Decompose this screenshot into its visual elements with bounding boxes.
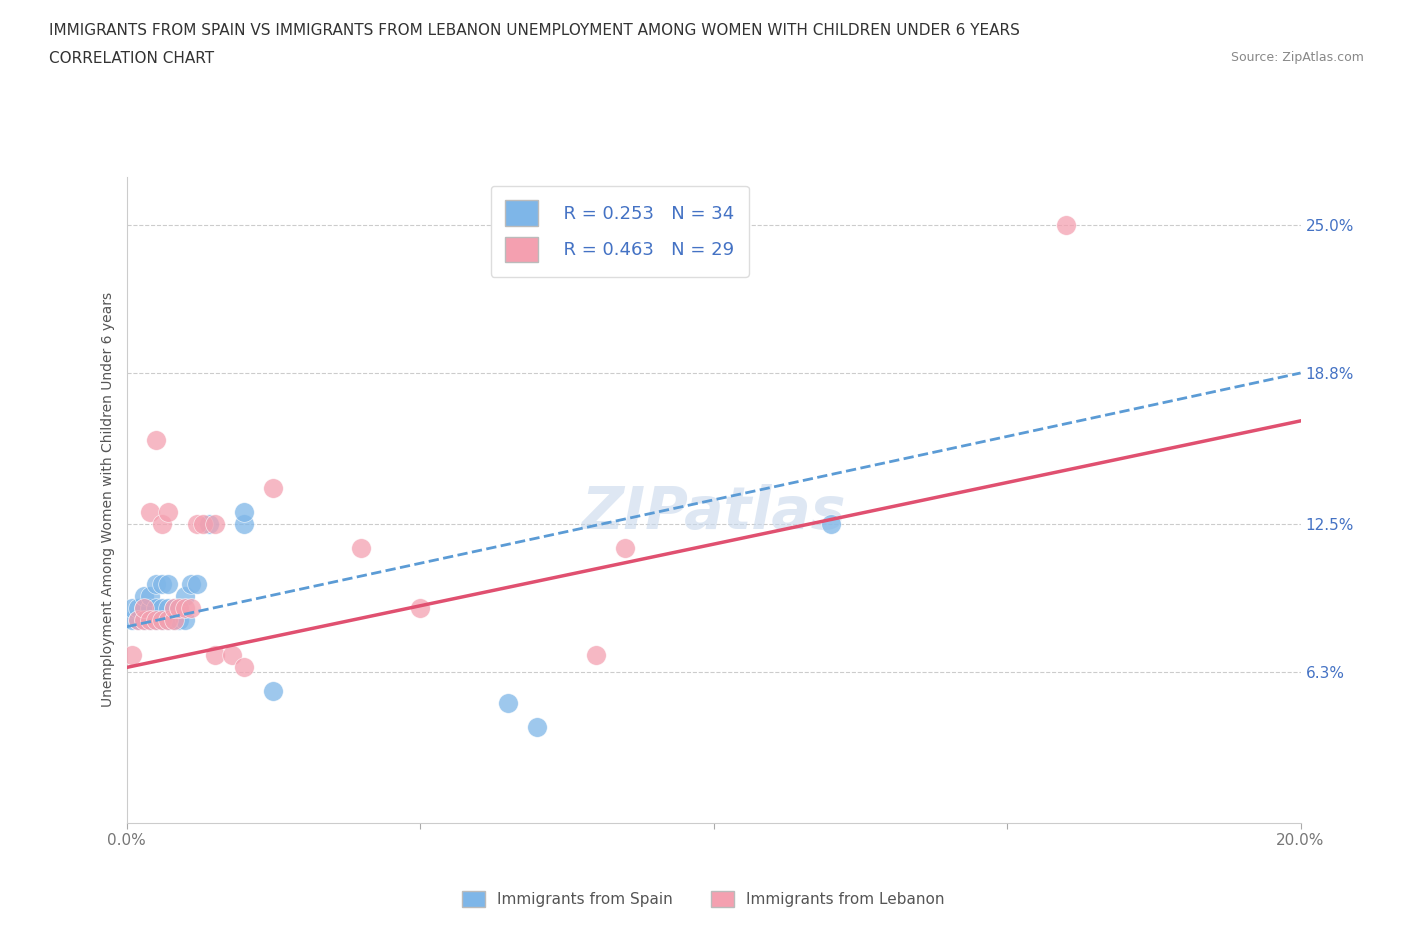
Point (156, 612, 179, 627)
Point (204, 648, 226, 663)
Text: CORRELATION CHART: CORRELATION CHART (49, 51, 214, 66)
Point (134, 612, 156, 627)
Y-axis label: Unemployment Among Women with Children Under 6 years: Unemployment Among Women with Children U… (101, 292, 115, 708)
Point (180, 600, 202, 615)
Text: IMMIGRANTS FROM SPAIN VS IMMIGRANTS FROM LEBANON UNEMPLOYMENT AMONG WOMEN WITH C: IMMIGRANTS FROM SPAIN VS IMMIGRANTS FROM… (49, 23, 1021, 38)
Point (156, 612, 179, 627)
Point (526, 720, 548, 735)
Point (145, 612, 167, 627)
Point (127, 612, 149, 627)
Legend: Immigrants from Spain, Immigrants from Lebanon: Immigrants from Spain, Immigrants from L… (456, 884, 950, 913)
Point (180, 577, 202, 591)
Text: Source: ZipAtlas.com: Source: ZipAtlas.com (1230, 51, 1364, 64)
Point (134, 588, 156, 603)
Point (162, 612, 184, 627)
Point (139, 600, 162, 615)
Point (162, 612, 184, 627)
Point (127, 612, 149, 627)
Point (162, 600, 184, 615)
Point (204, 516, 226, 531)
Point (174, 600, 197, 615)
Point (262, 481, 284, 496)
Point (169, 600, 191, 615)
Point (127, 600, 149, 615)
Point (221, 648, 243, 663)
Point (139, 612, 162, 627)
Point (169, 600, 191, 615)
Point (139, 504, 162, 519)
Point (820, 516, 842, 531)
Point (496, 696, 519, 711)
Point (156, 577, 179, 591)
Point (134, 612, 156, 627)
Point (121, 612, 143, 627)
Point (134, 600, 156, 615)
Point (121, 600, 143, 615)
Point (186, 577, 208, 591)
Point (614, 540, 637, 555)
Point (233, 660, 256, 675)
Point (145, 612, 167, 627)
Text: ZIPatlas: ZIPatlas (581, 485, 846, 541)
Point (150, 612, 173, 627)
Point (186, 516, 208, 531)
Point (150, 577, 173, 591)
Point (191, 516, 214, 531)
Point (150, 612, 173, 627)
Point (150, 600, 173, 615)
Point (139, 588, 162, 603)
Point (197, 516, 219, 531)
Point (169, 612, 191, 627)
Point (145, 577, 167, 591)
Point (350, 540, 373, 555)
Point (233, 516, 256, 531)
Point (162, 600, 184, 615)
Point (262, 684, 284, 698)
Point (174, 612, 197, 627)
Point (139, 612, 162, 627)
Point (145, 600, 167, 615)
Point (1054, 217, 1077, 232)
Point (233, 504, 256, 519)
Point (174, 588, 197, 603)
Point (121, 648, 143, 663)
Point (134, 600, 156, 615)
Point (585, 648, 607, 663)
Point (150, 516, 173, 531)
Point (156, 504, 179, 519)
Point (409, 600, 432, 615)
Legend:   R = 0.253   N = 34,   R = 0.463   N = 29: R = 0.253 N = 34, R = 0.463 N = 29 (491, 186, 748, 276)
Point (156, 600, 179, 615)
Point (145, 432, 167, 447)
